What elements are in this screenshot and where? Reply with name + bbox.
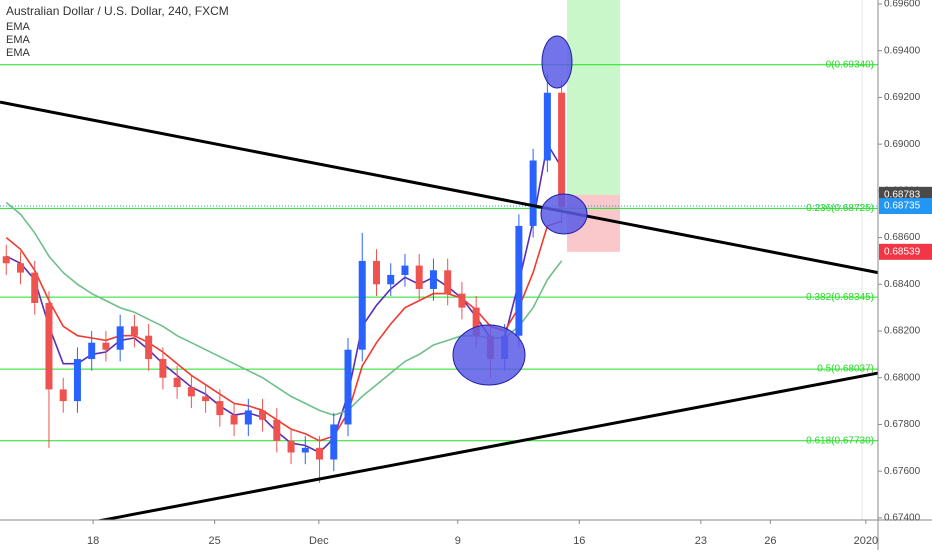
candle-body <box>88 342 96 360</box>
ema-line <box>5 220 562 442</box>
candle-body <box>230 415 238 425</box>
price-tag-label: 0.68783 <box>884 189 921 200</box>
y-tick-label: 0.69200 <box>884 92 921 103</box>
x-tick-label: 9 <box>455 535 461 547</box>
price-tag-label: 0.68539 <box>884 246 921 257</box>
candle-body <box>59 389 67 402</box>
y-tick-label: 0.68400 <box>884 279 921 290</box>
price-tag <box>879 243 932 260</box>
candle-body <box>130 326 138 336</box>
candle-body <box>287 440 295 453</box>
candle-body <box>202 396 210 402</box>
candle-body <box>116 326 124 350</box>
profit-zone <box>567 0 620 195</box>
y-tick-label: 0.67800 <box>884 419 921 430</box>
y-tick-label: 0.68600 <box>884 232 921 243</box>
candle-body <box>358 260 366 350</box>
x-tick-label: 16 <box>573 535 585 547</box>
candle-body <box>159 359 167 378</box>
candle-body <box>415 265 423 289</box>
fib-label: 0(0.69340) <box>826 59 874 70</box>
ema-line <box>5 141 563 454</box>
chart-title: Australian Dollar / U.S. Dollar, 240, FX… <box>6 4 229 18</box>
candle-body <box>187 387 195 397</box>
candle-body <box>330 424 338 460</box>
highlight-ellipse <box>541 35 573 89</box>
highlight-ellipse <box>540 193 588 235</box>
highlights <box>452 35 588 386</box>
x-tick-label: 18 <box>87 535 99 547</box>
trendline <box>65 371 879 529</box>
y-tick-label: 0.67600 <box>884 466 921 477</box>
candle-body <box>558 92 566 208</box>
trendline <box>0 100 879 275</box>
candle-body <box>444 270 452 294</box>
fib-label: 0.382(0.68345) <box>806 292 874 303</box>
price-axis-bg <box>878 0 932 550</box>
y-tick-label: 0.68200 <box>884 326 921 337</box>
x-tick-label: 26 <box>764 535 776 547</box>
candle-body <box>387 274 395 285</box>
candle-body <box>45 302 53 390</box>
candle-body <box>216 401 224 416</box>
time-axis-bg <box>0 520 932 550</box>
highlight-ellipse <box>452 324 526 386</box>
fib-label: 0.236(0.68725) <box>806 203 874 214</box>
candle-body <box>102 342 110 350</box>
fib-labels: 0(0.69340) 0.236(0.68725) 0.382(0.68345) 0.… <box>806 59 874 446</box>
price-tag-label: 0.68735 <box>884 201 921 212</box>
legend-entry: EMA <box>6 47 31 59</box>
y-tick-label: 0.69400 <box>884 45 921 56</box>
trendlines <box>0 100 879 529</box>
candle-body <box>543 92 551 161</box>
x-tick-label: 25 <box>209 535 221 547</box>
candle-body <box>301 447 309 453</box>
candle-body <box>16 263 24 273</box>
candle-body <box>515 225 523 336</box>
y-tick-label: 0.69000 <box>884 139 921 150</box>
candle-body <box>31 272 39 303</box>
candle-body <box>273 419 281 441</box>
candle-body <box>2 256 10 264</box>
candle-body <box>401 265 409 275</box>
fib-label: 0.5(0.68037) <box>817 364 874 375</box>
x-tick-label: 2020 <box>854 535 878 547</box>
candle-body <box>173 377 181 388</box>
fib-levels <box>0 64 878 442</box>
x-tick-label: 23 <box>695 535 707 547</box>
candle-body <box>472 307 480 336</box>
legend-entry: EMA <box>6 34 31 46</box>
candle-body <box>259 410 267 420</box>
candle-body <box>529 160 537 226</box>
candle-body <box>344 349 352 425</box>
candle-body <box>429 270 437 289</box>
y-tick-label: 0.67400 <box>884 513 921 524</box>
x-tick-label: Dec <box>309 535 329 547</box>
candle-body <box>372 260 380 285</box>
y-tick-label: 0.68000 <box>884 372 921 383</box>
candle-body <box>73 359 81 402</box>
y-tick-label: 0.69600 <box>884 0 921 10</box>
price-tag <box>879 198 932 215</box>
candle-body <box>244 410 252 425</box>
legend-entry: EMA <box>6 21 31 33</box>
fib-label: 0.618(0.67730) <box>806 435 874 446</box>
candle-body <box>458 293 466 308</box>
candle-body <box>145 335 153 360</box>
candle-body <box>316 447 324 460</box>
